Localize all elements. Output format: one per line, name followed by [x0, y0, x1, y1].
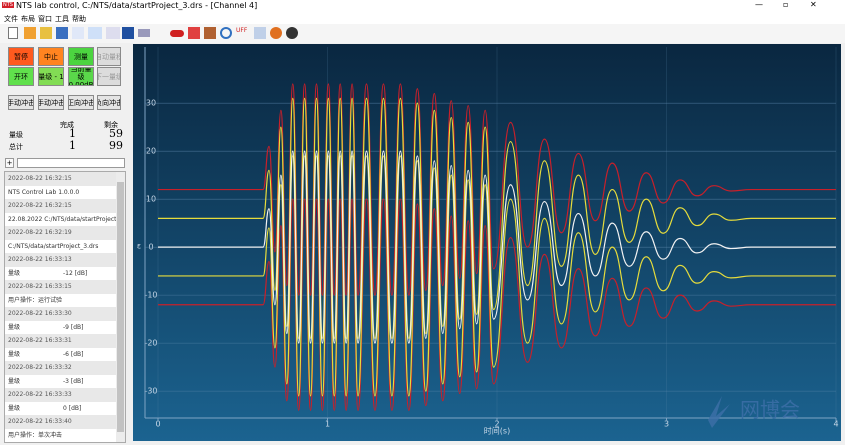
log-value: -12 [dB] [63, 269, 88, 277]
add-button[interactable]: + [5, 158, 14, 168]
uff-icon[interactable]: UFF [236, 27, 248, 34]
log-message: 量级 [5, 401, 116, 415]
headset-icon[interactable] [270, 27, 282, 39]
tool-icon[interactable] [106, 27, 120, 39]
toolbar: UFF [0, 24, 845, 43]
measure-button[interactable]: 测量 [68, 47, 94, 66]
log-time: 2022-08-22 16:32:15 [5, 172, 116, 186]
autorange-button[interactable]: 自动量程 [97, 47, 121, 66]
log-time: 2022-08-22 16:33:32 [5, 361, 116, 375]
control-panel: 暂停 中止 测量 自动量程 开环 量级 - 1 当前量级 0.00dB 下一量级… [0, 44, 131, 445]
stats-label: 总计 [9, 143, 23, 151]
shock-button[interactable]: 手动冲击 [38, 95, 64, 110]
stats-value: 1 [69, 127, 76, 140]
log-time: 2022-08-22 16:33:40 [5, 415, 116, 429]
tool-icon[interactable] [188, 27, 200, 39]
current-level-button[interactable]: 当前量级 0.00dB [68, 67, 94, 86]
pause-button[interactable]: 暂停 [8, 47, 34, 66]
log-message: 22.08.2022 C:/NTS/data/startProject.drs [5, 212, 116, 226]
shock-button[interactable]: 负向冲击 [97, 95, 121, 110]
log-message: 量级 [5, 320, 116, 334]
stats-header: 完成 [60, 121, 74, 129]
grid-icon[interactable] [24, 27, 36, 39]
shock-button[interactable]: 正向冲击 [68, 95, 94, 110]
car-icon[interactable] [170, 30, 184, 37]
chart-icon[interactable] [122, 27, 134, 39]
watermark-logo [708, 396, 730, 428]
minimize[interactable]: — [755, 0, 763, 9]
x-tick-label: 4 [833, 420, 838, 429]
save-as-icon[interactable] [72, 27, 84, 39]
app-icon: NTS [2, 2, 14, 8]
new-icon[interactable] [8, 27, 18, 39]
menu-item[interactable]: 帮助 [72, 15, 86, 23]
stats-value: 59 [109, 127, 123, 140]
x-tick-label: 3 [664, 420, 669, 429]
log-message: 量级 [5, 374, 116, 388]
signal-line [158, 198, 836, 411]
x-tick-label: 2 [494, 420, 499, 429]
log-time: 2022-08-22 16:32:15 [5, 199, 116, 213]
log-time: 2022-08-22 16:33:15 [5, 280, 116, 294]
window-title: NTS lab control, C:/NTS/data/startProjec… [16, 1, 258, 10]
stats-value: 99 [109, 139, 123, 152]
filter-input[interactable] [17, 158, 125, 168]
log-value: 0 [dB] [63, 404, 82, 412]
scroll-thumb[interactable] [117, 182, 124, 432]
level-down-button[interactable]: 量级 - 1 [38, 67, 64, 86]
x-tick-label: 0 [155, 420, 160, 429]
open-loop-button[interactable]: 开环 [8, 67, 34, 86]
log-message: 量级 [5, 347, 116, 361]
log-message: 用户操作：单次冲击 [5, 428, 116, 442]
x-tick-label: 1 [325, 420, 330, 429]
tool-icon[interactable] [254, 27, 266, 39]
menu-item[interactable]: 窗口 [38, 15, 52, 23]
menu-item[interactable]: 布局 [21, 15, 35, 23]
signal-line [158, 83, 836, 296]
title-bar: NTS NTS lab control, C:/NTS/data/startPr… [0, 0, 845, 13]
log-time: 2022-08-22 16:33:30 [5, 307, 116, 321]
tool-icon[interactable] [138, 29, 150, 37]
search-icon[interactable] [220, 27, 232, 39]
x-axis-label: 时间(s) [484, 426, 510, 436]
log-time: 2022-08-22 16:33:33 [5, 388, 116, 402]
log-time: 2022-08-22 16:33:13 [5, 253, 116, 267]
watermark: 网博会 [740, 398, 800, 422]
log-list: 2022-08-22 16:32:15 NTS Control Lab 1.0.0… [4, 171, 126, 443]
log-value: -3 [dB] [63, 377, 84, 385]
log-time: 2022-08-22 16:32:19 [5, 226, 116, 240]
save-icon[interactable] [56, 27, 68, 39]
scrollbar[interactable] [116, 172, 125, 442]
next-level-button[interactable]: 下一量级 [97, 67, 121, 86]
log-message: C:/NTS/data/startProject_3.drs [5, 239, 116, 253]
maximize[interactable]: ▫ [783, 0, 789, 9]
record-icon[interactable] [286, 27, 298, 39]
close[interactable]: ✕ [810, 0, 817, 9]
menu-item[interactable]: 文件 [4, 15, 18, 23]
stats-label: 量级 [9, 131, 23, 139]
log-value: -9 [dB] [63, 323, 84, 331]
signal-line [157, 97, 836, 339]
signal-line [158, 150, 836, 344]
log-message: 用户操作：运行试验 [5, 293, 116, 307]
menu-item[interactable]: 工具 [55, 15, 69, 23]
log-time: 2022-08-22 16:33:31 [5, 334, 116, 348]
log-message: NTS Control Lab 1.0.0.0 [5, 185, 116, 199]
log-value: -6 [dB] [63, 350, 84, 358]
abort-button[interactable]: 中止 [38, 47, 64, 66]
tool-icon[interactable] [204, 27, 216, 39]
menu-bar: 文件 布局 窗口 工具 帮助 [0, 13, 845, 24]
signal-line [158, 155, 836, 397]
y-axis-label: ε [137, 242, 141, 251]
open-icon[interactable] [40, 27, 52, 39]
stats-header: 剩余 [104, 121, 118, 129]
wave-icon[interactable] [88, 27, 102, 39]
stats-value: 1 [69, 139, 76, 152]
log-message: 量级 [5, 266, 116, 280]
shock-button[interactable]: 手动冲击 [8, 95, 34, 110]
